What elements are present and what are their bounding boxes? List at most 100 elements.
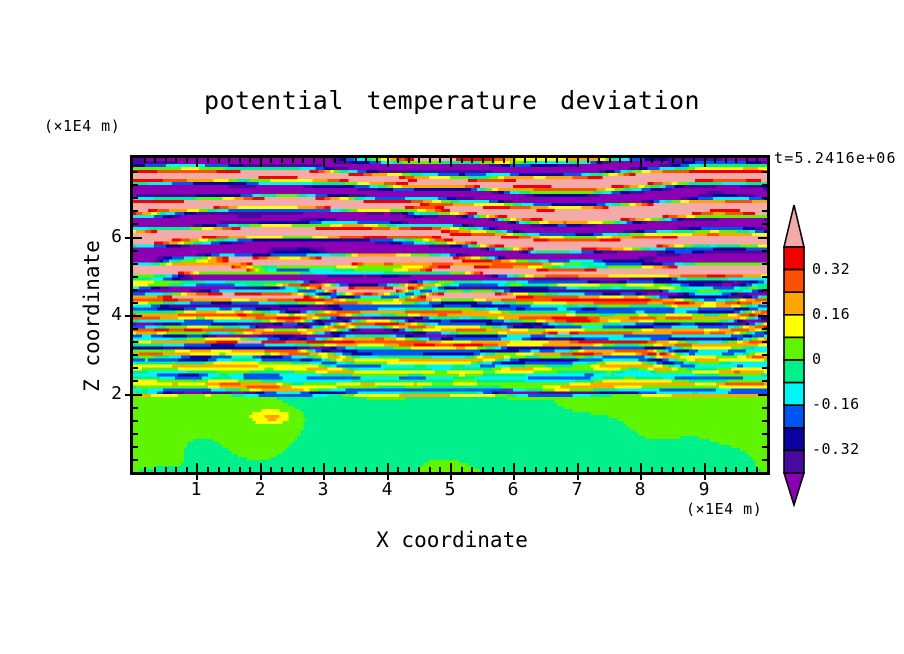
axis-tick [746,467,748,472]
axis-tick [186,158,188,163]
axis-tick [482,467,484,472]
axis-tick [758,315,767,317]
axis-tick [693,158,695,163]
axis-tick [218,158,220,163]
axis-tick [239,158,241,163]
axis-tick [323,463,325,472]
axis-tick [165,467,167,472]
axis-tick [133,394,142,396]
axis-tick [154,467,156,472]
axis-tick [355,467,357,472]
axis-tick [587,467,589,472]
axis-tick [196,158,198,167]
axis-tick [260,463,262,472]
axis-tick [762,367,767,369]
axis-tick [387,463,389,472]
plot-title: potential temperature deviation [203,86,701,115]
axis-tick [175,467,177,472]
colorbar-tick-label: 0.32 [812,259,851,278]
axis-tick [133,250,138,252]
axis-tick [260,158,262,167]
axis-tick [133,446,138,448]
axis-tick [133,237,142,239]
axis-tick [429,158,431,163]
axis-tick [535,158,537,163]
colorbar-segment [783,427,805,452]
colorbar-segment [783,336,805,361]
axis-tick [566,158,568,163]
axis-tick [408,467,410,472]
axis-tick [302,158,304,163]
axis-tick [133,263,138,265]
axis-tick [302,467,304,472]
axis-tick [762,302,767,304]
axis-tick [376,158,378,163]
axis-tick [762,289,767,291]
axis-tick [323,475,325,480]
axis-tick [387,475,389,480]
axis-tick [133,171,138,173]
axis-tick [672,467,674,472]
axis-tick [292,467,294,472]
axis-tick [682,467,684,472]
axis-tick [503,467,505,472]
axis-tick [196,475,198,480]
plot-area [130,155,770,475]
colorbar-tick-label: 0 [812,350,822,368]
axis-tick [746,158,748,163]
axis-tick [693,467,695,472]
axis-tick [640,475,642,480]
axis-tick [133,380,138,382]
axis-tick [125,315,130,317]
axis-tick [249,467,251,472]
axis-tick [429,467,431,472]
axis-tick [418,158,420,163]
axis-tick [725,467,727,472]
axis-tick [640,463,642,472]
axis-tick [365,158,367,163]
axis-tick [661,158,663,163]
axis-tick [513,158,515,167]
axis-tick [125,394,130,396]
axis-tick [133,223,138,225]
axis-tick [450,158,452,167]
axis-tick [461,158,463,163]
axis-tick [133,197,138,199]
time-label: t=5.2416e+06 [774,149,897,167]
colorbar-under-arrow [782,472,806,508]
axis-tick [492,467,494,472]
axis-tick [355,158,357,163]
axis-tick [609,467,611,472]
axis-tick [323,158,325,167]
axis-tick [125,237,130,239]
axis-tick [270,158,272,163]
z-tick-label: 4 [111,304,122,325]
axis-tick [762,223,767,225]
axis-tick [762,420,767,422]
axis-tick [471,158,473,163]
axis-tick [207,158,209,163]
axis-tick [704,475,706,480]
z-tick-label: 6 [111,226,122,247]
colorbar-tick-label: -0.32 [812,440,860,459]
colorbar-segment [783,291,805,316]
axis-tick [762,328,767,330]
axis-tick [133,459,138,461]
axis-tick [133,367,138,369]
axis-tick [334,467,336,472]
axis-tick [762,263,767,265]
axis-tick [270,467,272,472]
x-tick-label: 1 [190,479,202,500]
axis-tick [439,158,441,163]
axis-tick [756,158,758,163]
axis-tick [133,210,138,212]
axis-tick [762,459,767,461]
axis-tick [133,315,142,317]
colorbar-segment [783,268,805,293]
axis-tick [313,467,315,472]
axis-tick [376,467,378,472]
colorbar-over-arrow [782,204,806,248]
axis-tick [545,467,547,472]
axis-tick [619,467,621,472]
